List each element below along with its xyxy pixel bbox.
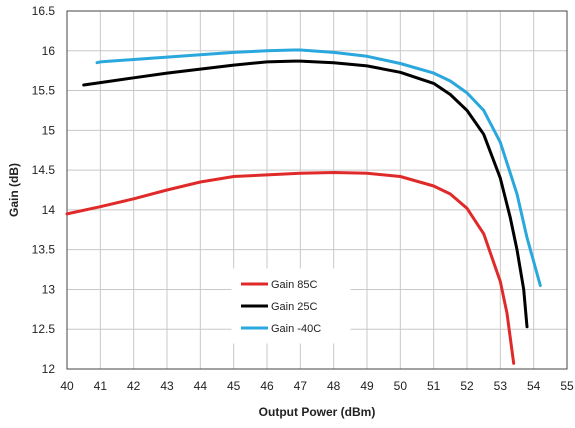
x-tick-label: 54	[527, 379, 541, 393]
x-tick-label: 46	[260, 379, 274, 393]
x-tick-label: 52	[460, 379, 474, 393]
x-tick-label: 47	[294, 379, 308, 393]
y-tick-label: 15	[42, 123, 56, 137]
x-tick-label: 50	[394, 379, 408, 393]
y-tick-label: 14	[42, 203, 56, 217]
y-tick-label: 14.5	[32, 163, 56, 177]
y-tick-label: 13.5	[32, 243, 56, 257]
y-tick-label: 12.5	[32, 322, 56, 336]
legend-label-gain-minus40c: Gain -40C	[271, 323, 321, 335]
plot-area-border	[66, 10, 568, 370]
series-line-gain-25c	[82, 59, 529, 329]
x-tick-label: 51	[427, 379, 441, 393]
series-lines	[65, 48, 542, 365]
y-tick-label: 13	[42, 282, 56, 296]
x-tick-label: 55	[560, 379, 574, 393]
x-tick-label: 53	[494, 379, 508, 393]
x-tick-label: 41	[94, 379, 108, 393]
x-tick-label: 48	[327, 379, 341, 393]
x-axis-title: Output Power (dBm)	[259, 405, 376, 419]
series-line-gain-85c	[65, 171, 516, 365]
y-axis-title: Gain (dB)	[7, 163, 21, 217]
y-tick-label: 12	[42, 362, 56, 376]
y-axis-tick-labels: 12 12.5 13 13.5 14 14.5 15 15.5 16 16.5	[32, 4, 56, 376]
series-line-gain-40c	[95, 48, 542, 287]
x-tick-label: 40	[60, 379, 74, 393]
x-tick-label: 43	[160, 379, 174, 393]
legend-label-gain-25c: Gain 25C	[271, 301, 318, 313]
x-tick-label: 44	[194, 379, 208, 393]
y-tick-label: 16.5	[32, 4, 56, 18]
legend-label-gain-85c: Gain 85C	[271, 279, 318, 291]
y-tick-label: 16	[42, 44, 56, 58]
legend: Gain 85C Gain 25C Gain -40C	[231, 268, 351, 344]
x-tick-label: 42	[127, 379, 141, 393]
x-tick-label: 49	[360, 379, 374, 393]
y-tick-label: 15.5	[32, 84, 56, 98]
x-tick-label: 45	[227, 379, 241, 393]
x-axis-tick-labels: 40 41 42 43 44 45 46 47 48 49 50 51 52 53 54 55	[60, 379, 574, 393]
